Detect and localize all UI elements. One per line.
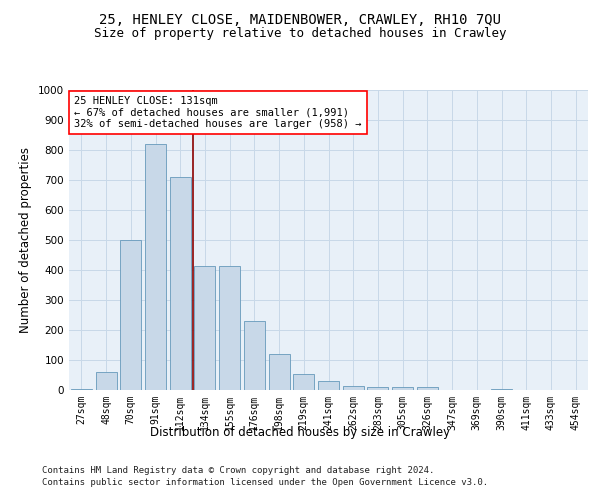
Y-axis label: Number of detached properties: Number of detached properties xyxy=(19,147,32,333)
Bar xyxy=(318,381,339,390)
Bar xyxy=(95,372,116,390)
Bar xyxy=(367,387,388,390)
Bar xyxy=(194,266,215,390)
Text: 25, HENLEY CLOSE, MAIDENBOWER, CRAWLEY, RH10 7QU: 25, HENLEY CLOSE, MAIDENBOWER, CRAWLEY, … xyxy=(99,12,501,26)
Bar xyxy=(269,354,290,390)
Bar xyxy=(392,387,413,390)
Bar xyxy=(170,177,191,390)
Bar xyxy=(293,374,314,390)
Text: Size of property relative to detached houses in Crawley: Size of property relative to detached ho… xyxy=(94,28,506,40)
Bar xyxy=(219,266,240,390)
Text: 25 HENLEY CLOSE: 131sqm
← 67% of detached houses are smaller (1,991)
32% of semi: 25 HENLEY CLOSE: 131sqm ← 67% of detache… xyxy=(74,96,362,129)
Bar xyxy=(244,321,265,390)
Bar xyxy=(120,240,141,390)
Bar xyxy=(145,144,166,390)
Bar xyxy=(491,388,512,390)
Bar xyxy=(343,386,364,390)
Bar xyxy=(71,388,92,390)
Bar xyxy=(417,387,438,390)
Text: Contains HM Land Registry data © Crown copyright and database right 2024.
Contai: Contains HM Land Registry data © Crown c… xyxy=(42,466,488,487)
Text: Distribution of detached houses by size in Crawley: Distribution of detached houses by size … xyxy=(150,426,450,439)
